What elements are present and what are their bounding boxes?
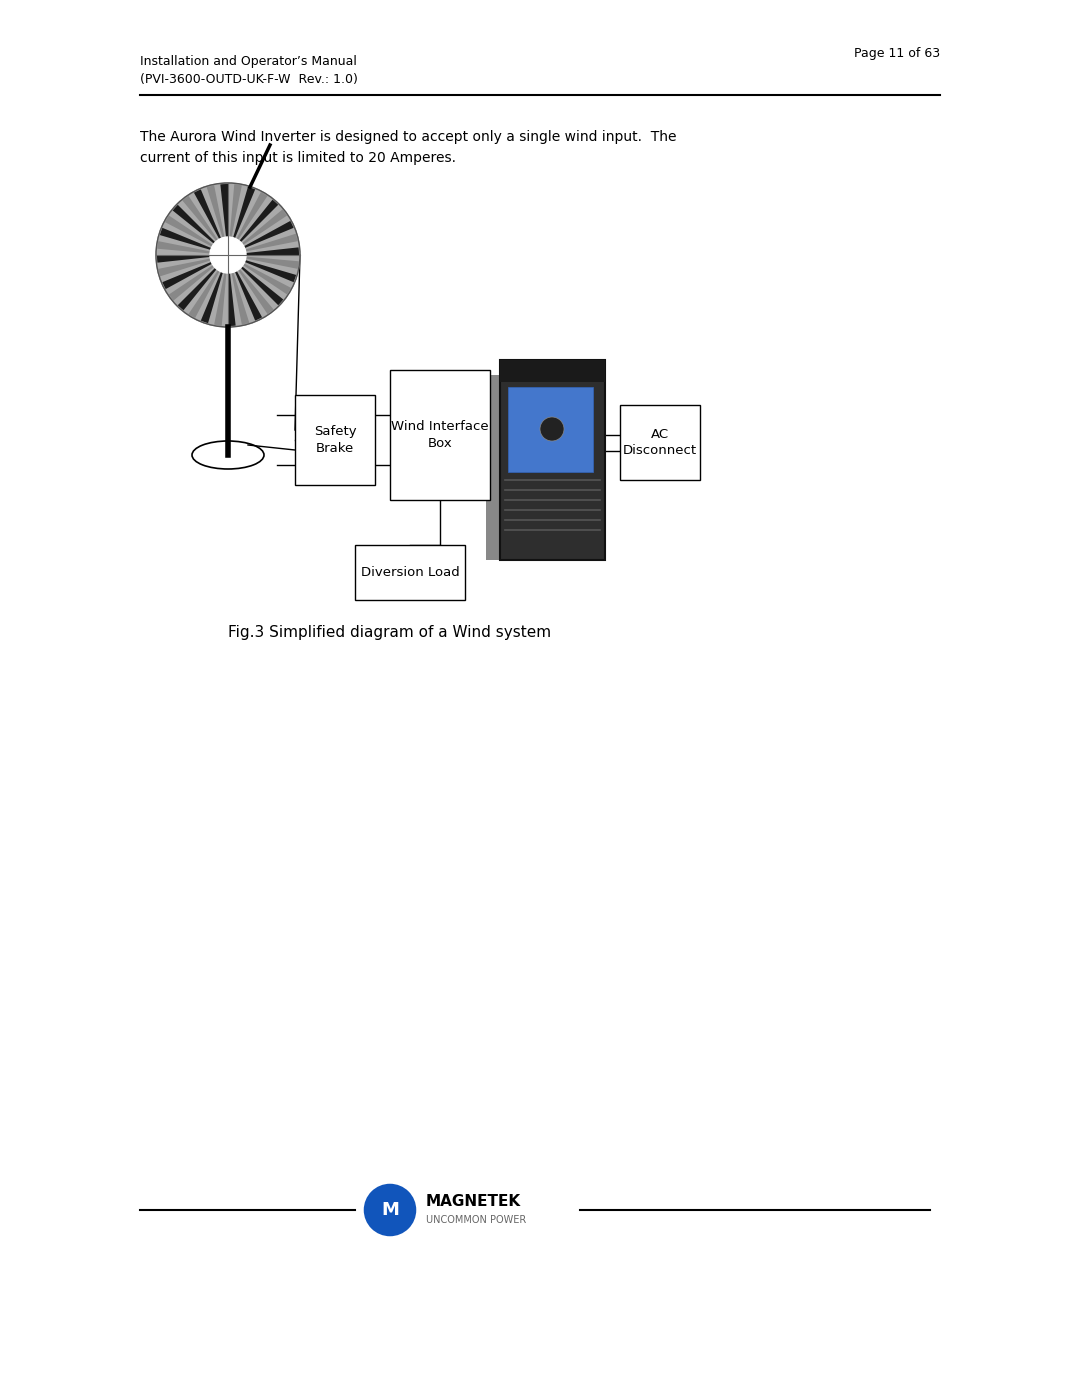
Wedge shape xyxy=(158,242,228,256)
Wedge shape xyxy=(165,215,228,256)
Wedge shape xyxy=(189,256,228,319)
Wedge shape xyxy=(228,221,294,256)
Wedge shape xyxy=(206,186,228,256)
Wedge shape xyxy=(157,256,228,263)
Text: Safety
Brake: Safety Brake xyxy=(313,425,356,455)
Circle shape xyxy=(210,237,246,272)
Wedge shape xyxy=(228,247,299,256)
Wedge shape xyxy=(228,184,242,256)
Text: AC
Disconnect: AC Disconnect xyxy=(623,427,697,457)
Wedge shape xyxy=(214,256,228,326)
Wedge shape xyxy=(228,256,235,326)
Wedge shape xyxy=(168,256,228,300)
Text: The Aurora Wind Inverter is designed to accept only a single wind input.  The
cu: The Aurora Wind Inverter is designed to … xyxy=(140,130,676,165)
Wedge shape xyxy=(159,256,228,277)
Circle shape xyxy=(156,183,300,327)
Wedge shape xyxy=(228,256,296,282)
Wedge shape xyxy=(183,196,228,256)
Bar xyxy=(500,360,605,381)
Text: Diversion Load: Diversion Load xyxy=(361,566,459,578)
Text: Installation and Operator’s Manual
(PVI-3600-OUTD-UK-F-W  Rev.: 1.0): Installation and Operator’s Manual (PVI-… xyxy=(140,54,357,87)
Wedge shape xyxy=(228,210,287,256)
Wedge shape xyxy=(228,256,262,320)
Bar xyxy=(508,387,593,472)
Text: UNCOMMON POWER: UNCOMMON POWER xyxy=(426,1215,526,1225)
Wedge shape xyxy=(228,256,291,295)
Circle shape xyxy=(362,1182,418,1238)
Wedge shape xyxy=(162,256,228,289)
Bar xyxy=(486,374,502,560)
Bar xyxy=(500,360,605,560)
Text: Page 11 of 63: Page 11 of 63 xyxy=(854,47,940,60)
Wedge shape xyxy=(228,191,268,256)
Text: MAGNETEK: MAGNETEK xyxy=(426,1194,522,1210)
Bar xyxy=(390,370,490,500)
Text: Fig.3 Simplified diagram of a Wind system: Fig.3 Simplified diagram of a Wind syste… xyxy=(229,624,552,640)
Wedge shape xyxy=(228,256,299,268)
Bar xyxy=(355,545,465,599)
Wedge shape xyxy=(228,233,298,256)
Wedge shape xyxy=(194,190,228,256)
Wedge shape xyxy=(228,200,279,256)
Circle shape xyxy=(540,416,564,441)
Bar xyxy=(620,405,700,481)
Wedge shape xyxy=(173,205,228,256)
Wedge shape xyxy=(201,256,228,323)
Wedge shape xyxy=(228,187,255,256)
Text: Wind Interface
Box: Wind Interface Box xyxy=(391,420,489,450)
Wedge shape xyxy=(228,256,249,324)
Wedge shape xyxy=(228,256,283,305)
Wedge shape xyxy=(160,228,228,256)
Wedge shape xyxy=(220,184,228,256)
Text: M: M xyxy=(381,1201,399,1220)
Wedge shape xyxy=(228,256,273,314)
Bar xyxy=(295,395,375,485)
Wedge shape xyxy=(178,256,228,310)
